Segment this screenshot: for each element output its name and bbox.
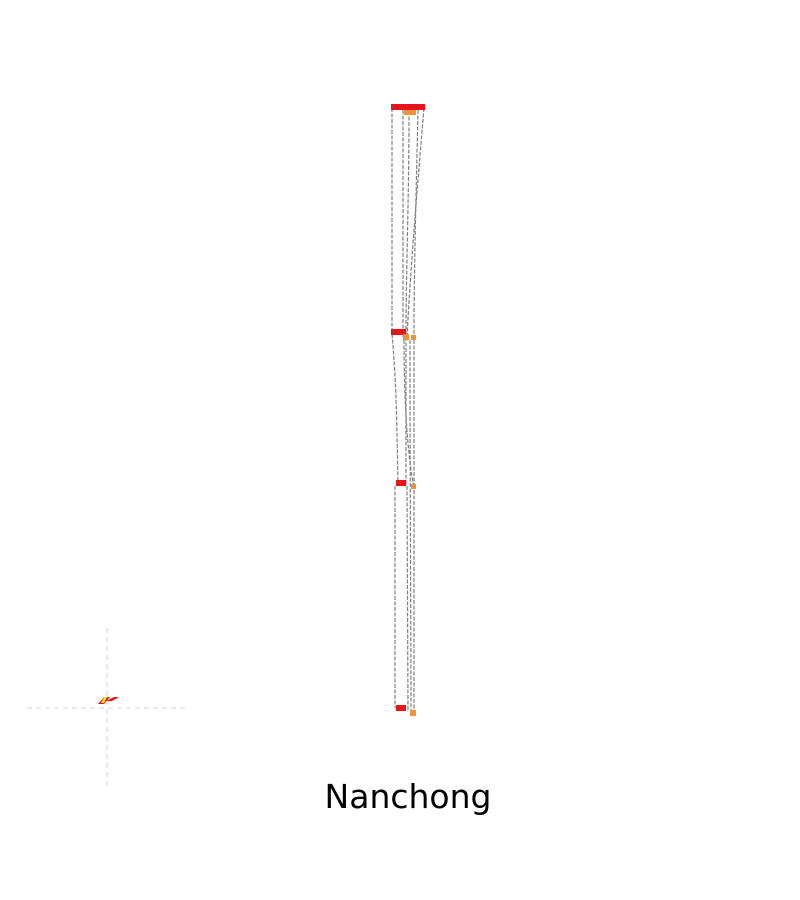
route-link <box>405 110 410 338</box>
origin-marker <box>391 104 425 110</box>
station-markers <box>391 104 425 716</box>
city-title: Nanchong <box>325 777 492 816</box>
origin-marker <box>391 329 406 335</box>
destination-marker <box>410 710 416 716</box>
legend-crosshair <box>27 628 188 790</box>
route-link <box>409 339 412 715</box>
route-link <box>406 107 425 338</box>
destination-marker <box>404 110 416 115</box>
destination-marker <box>411 484 416 489</box>
origin-marker <box>396 705 406 711</box>
legend-highlight-marker <box>101 697 107 703</box>
route-link <box>413 109 419 338</box>
route-link <box>406 485 409 713</box>
legend-origin-marker <box>106 697 119 701</box>
route-link <box>403 339 415 488</box>
destination-marker <box>411 335 416 340</box>
route-links <box>391 107 425 715</box>
origin-marker <box>396 480 406 486</box>
destination-marker <box>403 334 409 340</box>
route-link <box>391 333 399 485</box>
